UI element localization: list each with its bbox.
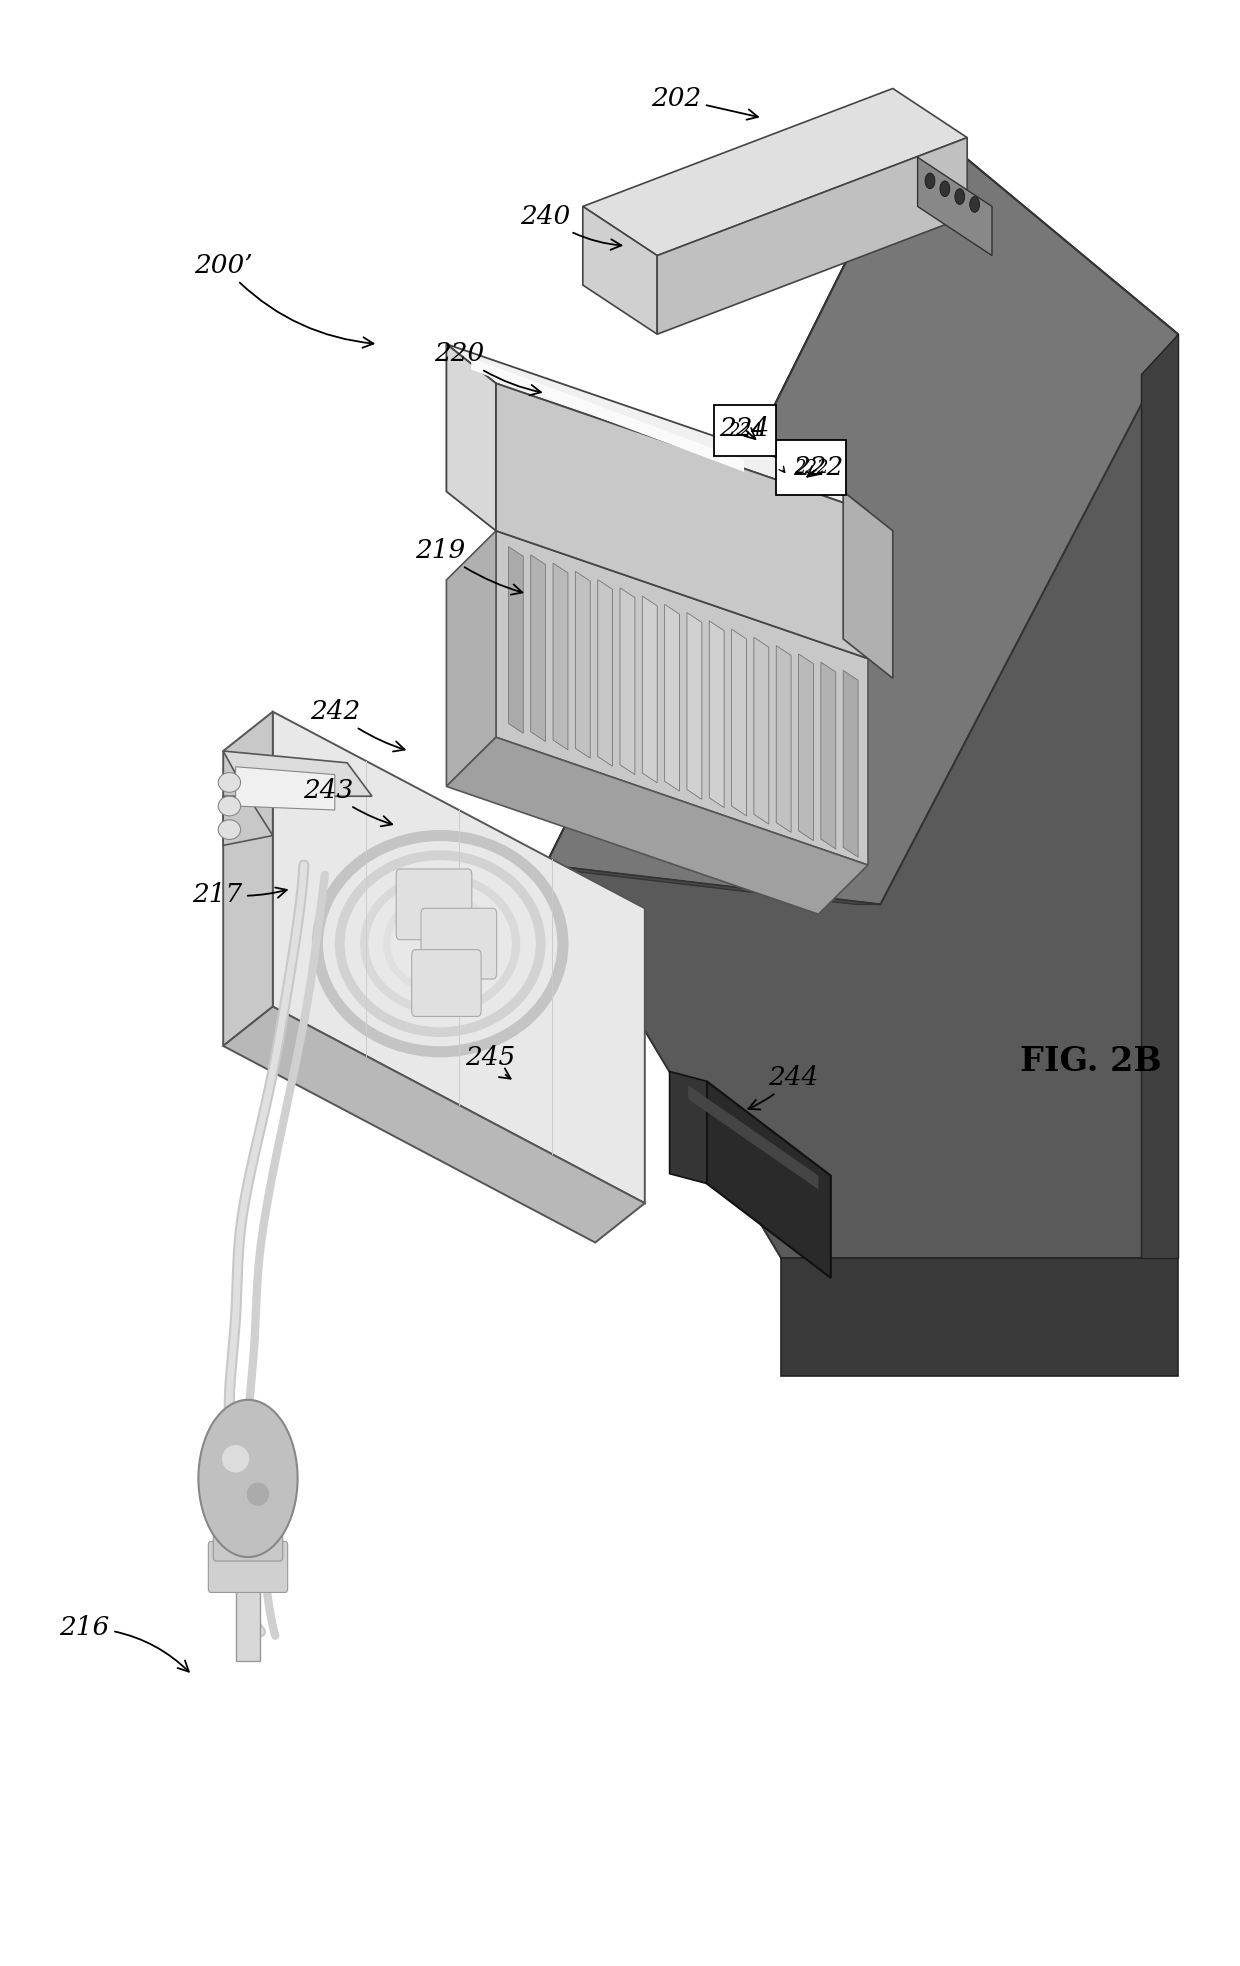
Polygon shape	[687, 613, 702, 800]
Polygon shape	[688, 1085, 818, 1189]
Ellipse shape	[218, 796, 241, 816]
Text: 222: 222	[794, 458, 828, 478]
Text: 217: 217	[192, 883, 286, 906]
Polygon shape	[223, 796, 273, 845]
Text: 222: 222	[794, 456, 843, 480]
Polygon shape	[657, 138, 967, 334]
Polygon shape	[236, 767, 335, 810]
Text: 220: 220	[434, 342, 541, 395]
FancyBboxPatch shape	[420, 908, 496, 979]
FancyBboxPatch shape	[218, 1494, 278, 1533]
Polygon shape	[620, 588, 635, 775]
Polygon shape	[546, 118, 1178, 904]
Circle shape	[198, 1400, 298, 1557]
Polygon shape	[670, 1071, 707, 1184]
Text: 224: 224	[728, 421, 763, 440]
Polygon shape	[223, 1007, 645, 1243]
Text: 216: 216	[60, 1616, 188, 1671]
FancyBboxPatch shape	[714, 405, 776, 456]
Polygon shape	[732, 629, 746, 816]
Ellipse shape	[222, 1445, 249, 1473]
Text: 200’: 200’	[193, 254, 373, 348]
Polygon shape	[521, 865, 880, 904]
Ellipse shape	[218, 820, 241, 839]
Polygon shape	[553, 562, 568, 749]
Polygon shape	[508, 547, 523, 733]
Text: 243: 243	[304, 779, 392, 826]
FancyBboxPatch shape	[776, 440, 846, 495]
Polygon shape	[918, 157, 992, 256]
Circle shape	[955, 189, 965, 204]
Polygon shape	[1141, 334, 1178, 1258]
Text: 240: 240	[521, 204, 621, 250]
Polygon shape	[546, 118, 1178, 1258]
Polygon shape	[799, 655, 813, 841]
Polygon shape	[446, 344, 868, 511]
Ellipse shape	[366, 877, 515, 1011]
Polygon shape	[236, 1583, 260, 1661]
Polygon shape	[273, 712, 645, 1203]
Polygon shape	[709, 621, 724, 808]
Polygon shape	[583, 206, 657, 334]
Text: FIG. 2B: FIG. 2B	[1021, 1046, 1162, 1077]
Circle shape	[940, 181, 950, 197]
Polygon shape	[776, 645, 791, 832]
FancyBboxPatch shape	[213, 1518, 283, 1561]
Polygon shape	[781, 1258, 1178, 1376]
Polygon shape	[843, 492, 893, 678]
Text: 219: 219	[415, 539, 522, 594]
Polygon shape	[754, 637, 769, 824]
Text: 202: 202	[651, 87, 758, 120]
FancyBboxPatch shape	[208, 1541, 288, 1592]
Polygon shape	[446, 737, 868, 914]
FancyBboxPatch shape	[396, 869, 471, 940]
Polygon shape	[496, 383, 868, 659]
Text: 245: 245	[465, 1046, 515, 1079]
Circle shape	[970, 197, 980, 212]
Polygon shape	[598, 580, 613, 767]
Text: 224: 224	[719, 417, 769, 440]
Circle shape	[925, 173, 935, 189]
Polygon shape	[446, 344, 496, 531]
Polygon shape	[575, 572, 590, 759]
Text: 242: 242	[310, 700, 404, 751]
Polygon shape	[707, 1081, 831, 1278]
Polygon shape	[531, 554, 546, 741]
Polygon shape	[665, 604, 680, 790]
Ellipse shape	[218, 773, 241, 792]
Polygon shape	[821, 663, 836, 849]
FancyBboxPatch shape	[412, 950, 481, 1016]
Text: 244: 244	[749, 1066, 818, 1109]
Polygon shape	[446, 531, 496, 786]
Polygon shape	[583, 88, 967, 256]
Polygon shape	[223, 712, 273, 1046]
Polygon shape	[843, 670, 858, 857]
Polygon shape	[223, 751, 372, 796]
Ellipse shape	[247, 1482, 269, 1506]
Polygon shape	[471, 358, 744, 472]
Polygon shape	[642, 596, 657, 782]
Polygon shape	[496, 531, 868, 865]
